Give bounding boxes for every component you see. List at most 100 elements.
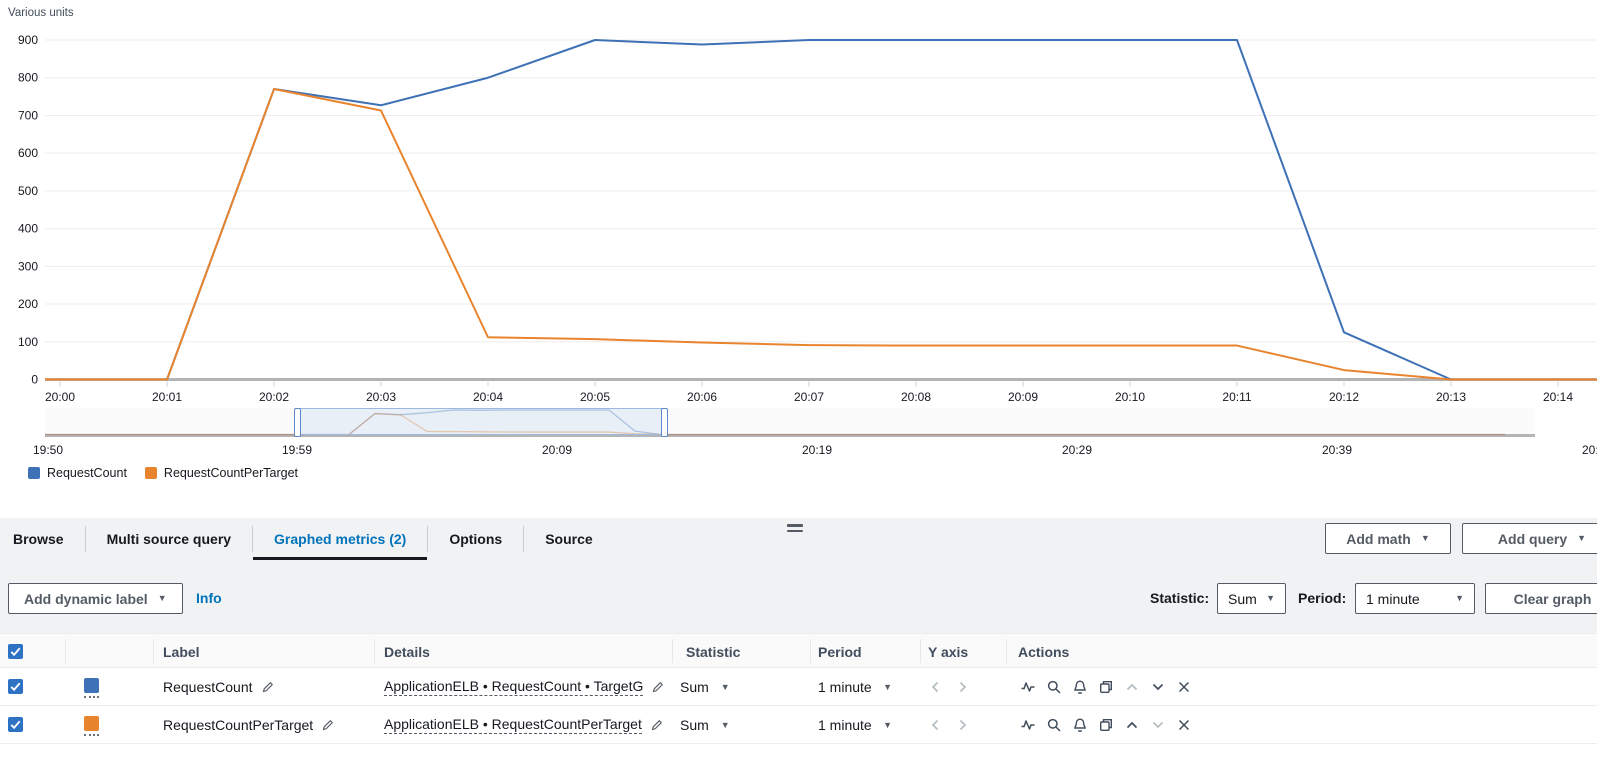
remove-icon[interactable] xyxy=(1176,717,1192,733)
caret-down-icon: ▼ xyxy=(1266,593,1275,603)
brush-selection-window[interactable] xyxy=(294,408,668,437)
tab-multi-source-query[interactable]: Multi source query xyxy=(106,531,232,547)
brush-time-label: 20:09 xyxy=(541,443,573,457)
header-details: Details xyxy=(384,643,430,660)
search-icon[interactable] xyxy=(1046,717,1062,733)
brush-handle-left[interactable] xyxy=(294,408,301,437)
add-math-button[interactable]: Add math ▼ xyxy=(1325,523,1451,554)
y-axis-right-icon[interactable] xyxy=(954,717,970,733)
tab-source[interactable]: Source xyxy=(545,531,593,547)
brush-baseline xyxy=(45,434,1535,437)
statistic-label: Statistic: xyxy=(1150,590,1210,606)
move-down-icon[interactable] xyxy=(1150,679,1166,695)
tab-options[interactable]: Options xyxy=(449,531,503,547)
header-y-axis: Y axis xyxy=(928,643,969,660)
caret-down-icon: ▼ xyxy=(883,681,892,692)
edit-details-pencil-icon[interactable] xyxy=(650,718,664,732)
statistic-dropdown[interactable]: Sum ▼ xyxy=(680,679,730,695)
caret-down-icon: ▼ xyxy=(720,719,730,730)
pulse-icon[interactable] xyxy=(1020,679,1036,695)
edit-label-pencil-icon[interactable] xyxy=(321,718,335,732)
row-checkbox[interactable] xyxy=(8,679,23,694)
add-query-button[interactable]: Add query ▼ xyxy=(1462,523,1597,554)
svg-text:20:13: 20:13 xyxy=(1436,390,1466,404)
brush-handle-right[interactable] xyxy=(661,408,668,437)
caret-down-icon: ▼ xyxy=(1455,593,1464,603)
edit-label-pencil-icon[interactable] xyxy=(261,680,275,694)
pulse-icon[interactable] xyxy=(1020,717,1036,733)
brush-time-label: 19:59 xyxy=(281,443,313,457)
metric-row-requestcount: RequestCount ApplicationELB • RequestCou… xyxy=(0,668,1597,706)
move-up-icon[interactable] xyxy=(1124,679,1140,695)
header-statistic: Statistic xyxy=(686,643,741,660)
alarm-bell-icon[interactable] xyxy=(1072,717,1088,733)
edit-details-pencil-icon[interactable] xyxy=(651,680,665,694)
tab-separator xyxy=(252,526,254,552)
select-all-checkbox[interactable] xyxy=(8,644,23,659)
y-axis-right-icon[interactable] xyxy=(954,679,970,695)
alarm-bell-icon[interactable] xyxy=(1072,679,1088,695)
svg-text:500: 500 xyxy=(18,184,38,198)
header-label: Label xyxy=(163,643,200,660)
brush-time-label: 20:49 xyxy=(1581,443,1597,457)
add-dynamic-label-button[interactable]: Add dynamic label ▼ xyxy=(8,583,183,614)
swatch-underline xyxy=(84,734,99,736)
brush-time-label: 19:50 xyxy=(32,443,64,457)
svg-text:700: 700 xyxy=(18,108,38,122)
y-axis-unit-label: Various units xyxy=(8,7,74,19)
move-up-icon[interactable] xyxy=(1124,717,1140,733)
caret-down-icon: ▼ xyxy=(1420,533,1430,543)
tab-separator xyxy=(84,526,86,552)
svg-text:20:04: 20:04 xyxy=(473,390,503,404)
legend-item-requestcount[interactable]: RequestCount xyxy=(28,466,127,480)
column-separator xyxy=(65,639,66,663)
metrics-line-chart[interactable]: 0 100 200 300 400 500 600 700 800 900 20:00 20:01 20… xyxy=(0,0,1597,410)
svg-text:20:10: 20:10 xyxy=(1115,390,1145,404)
metric-details[interactable]: ApplicationELB • RequestCount • TargetG xyxy=(384,678,644,696)
panel-resize-handle[interactable] xyxy=(787,524,803,535)
y-axis-left-icon[interactable] xyxy=(928,679,944,695)
brush-time-label: 20:29 xyxy=(1061,443,1093,457)
svg-text:20:06: 20:06 xyxy=(687,390,717,404)
legend-label: RequestCount xyxy=(47,466,127,480)
svg-text:0: 0 xyxy=(31,373,38,387)
svg-text:20:01: 20:01 xyxy=(152,390,182,404)
duplicate-icon[interactable] xyxy=(1098,717,1114,733)
caret-down-icon: ▼ xyxy=(157,593,167,603)
legend-item-requestcountpertarget[interactable]: RequestCountPerTarget xyxy=(144,466,298,480)
statistic-dropdown[interactable]: Sum ▼ xyxy=(680,717,730,733)
chart-legend: RequestCount RequestCountPerTarget xyxy=(28,466,298,480)
svg-text:20:12: 20:12 xyxy=(1329,390,1359,404)
metric-color-swatch[interactable] xyxy=(84,716,99,731)
period-select[interactable]: 1 minute ▼ xyxy=(1355,583,1475,614)
column-separator xyxy=(153,639,154,663)
header-actions: Actions xyxy=(1018,643,1070,660)
timeline-brush[interactable] xyxy=(45,408,1535,437)
metric-details[interactable]: ApplicationELB • RequestCountPerTarget xyxy=(384,716,642,734)
svg-text:20:08: 20:08 xyxy=(901,390,931,404)
duplicate-icon[interactable] xyxy=(1098,679,1114,695)
swatch-underline xyxy=(84,696,99,698)
legend-swatch xyxy=(28,467,40,479)
clear-graph-button[interactable]: Clear graph xyxy=(1485,583,1597,614)
period-dropdown[interactable]: 1 minute ▼ xyxy=(818,717,892,733)
brush-time-label: 20:19 xyxy=(801,443,833,457)
svg-text:900: 900 xyxy=(18,33,38,47)
caret-down-icon: ▼ xyxy=(720,681,730,692)
row-checkbox[interactable] xyxy=(8,717,23,732)
brush-mini-chart xyxy=(45,409,1505,436)
move-down-icon[interactable] xyxy=(1150,717,1166,733)
statistic-select[interactable]: Sum ▼ xyxy=(1217,583,1286,614)
svg-text:300: 300 xyxy=(18,259,38,273)
search-icon[interactable] xyxy=(1046,679,1062,695)
period-dropdown[interactable]: 1 minute ▼ xyxy=(818,679,892,695)
tab-bar: Browse Multi source query Graphed metric… xyxy=(0,518,1597,560)
remove-icon[interactable] xyxy=(1176,679,1192,695)
y-axis-left-icon[interactable] xyxy=(928,717,944,733)
info-link[interactable]: Info xyxy=(196,590,222,606)
tab-browse[interactable]: Browse xyxy=(13,531,64,547)
metrics-table: Label Details Statistic Period Y axis Ac… xyxy=(0,633,1597,771)
metric-color-swatch[interactable] xyxy=(84,678,99,693)
tab-graphed-metrics[interactable]: Graphed metrics (2) xyxy=(253,518,428,560)
